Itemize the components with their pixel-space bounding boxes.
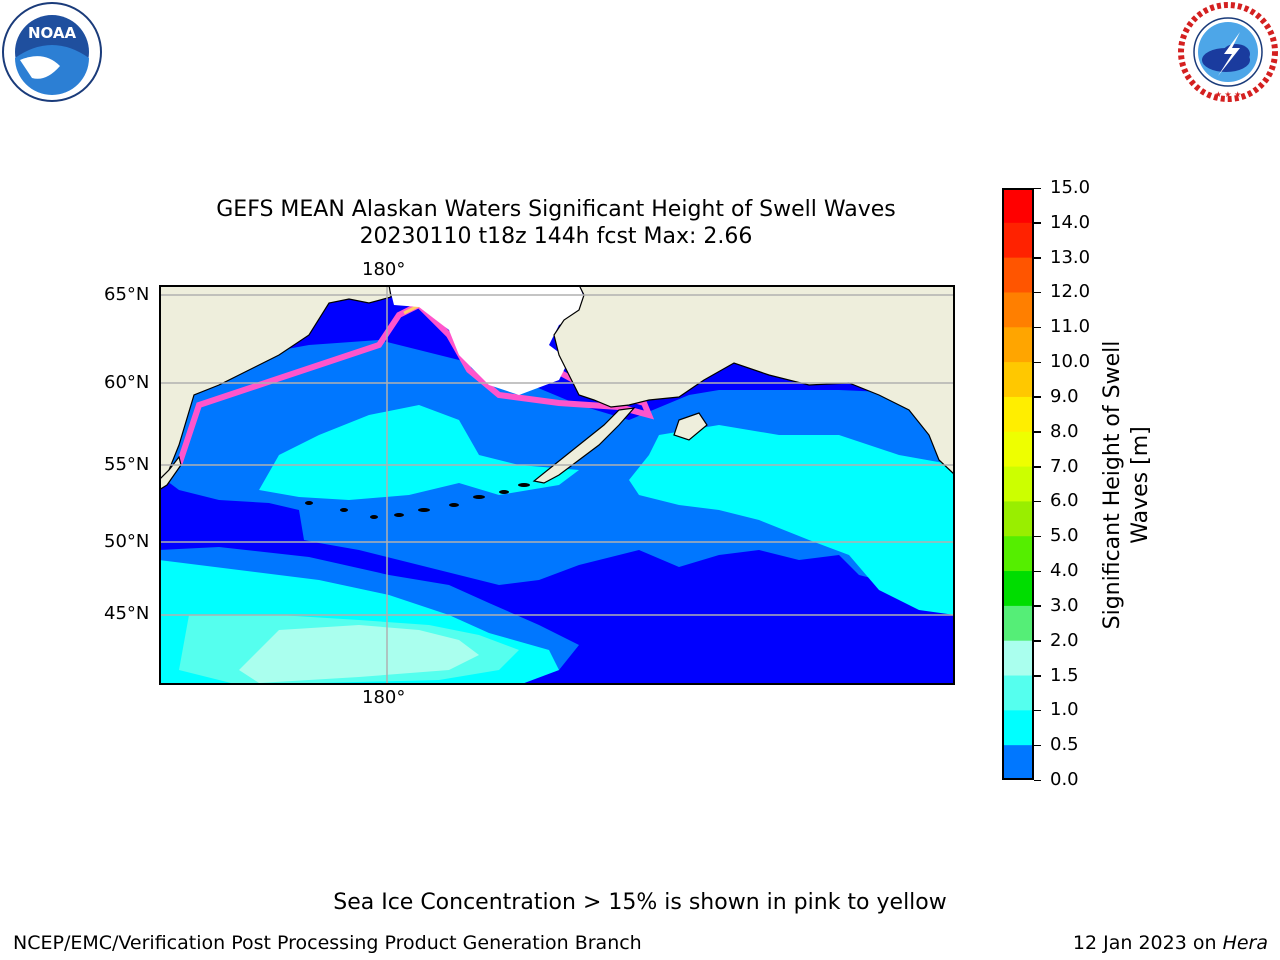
colorbar-swatch bbox=[1003, 640, 1033, 677]
colorbar-swatch bbox=[1003, 466, 1033, 502]
colorbar-tick-mark bbox=[1034, 779, 1041, 781]
colorbar-tick-mark bbox=[1034, 675, 1041, 677]
sea-ice-area bbox=[389, 285, 589, 395]
footer-left: NCEP/EMC/Verification Post Processing Pr… bbox=[13, 932, 642, 954]
lat-label-45: 45°N bbox=[104, 603, 150, 624]
colorbar-tick-label: 6.0 bbox=[1050, 490, 1079, 512]
colorbar-swatch bbox=[1003, 257, 1033, 293]
colorbar-tick-label: 14.0 bbox=[1050, 211, 1091, 233]
colorbar-tick-mark bbox=[1034, 187, 1041, 189]
colorbar-tick-label: 9.0 bbox=[1050, 385, 1079, 407]
colorbar-tick-mark bbox=[1034, 640, 1041, 642]
colorbar-tick-label: 5.0 bbox=[1050, 525, 1079, 547]
colorbar-tick-label: 10.0 bbox=[1050, 351, 1091, 373]
chart-subtitle: 20230110 t18z 144h fcst Max: 2.66 bbox=[359, 224, 753, 249]
colorbar-tick-mark bbox=[1034, 570, 1041, 573]
sea-ice-note: Sea Ice Concentration > 15% is shown in … bbox=[333, 890, 947, 915]
colorbar-swatch bbox=[1003, 431, 1033, 468]
colorbar-tick-mark bbox=[1034, 466, 1041, 468]
lat-label-65: 65°N bbox=[104, 284, 150, 305]
colorbar-swatches bbox=[1002, 188, 1034, 781]
colorbar-swatch bbox=[1003, 188, 1033, 224]
colorbar-tick-mark bbox=[1034, 222, 1041, 224]
colorbar-tick-mark bbox=[1034, 257, 1041, 259]
colorbar-tick-mark bbox=[1034, 431, 1041, 433]
colorbar-tick-mark bbox=[1034, 396, 1041, 398]
swell-height-map bbox=[159, 285, 955, 685]
colorbar-frame bbox=[1002, 188, 1034, 780]
colorbar-tick-mark bbox=[1034, 291, 1041, 294]
colorbar-tick-label: 13.0 bbox=[1050, 246, 1091, 268]
colorbar-tick-mark bbox=[1034, 744, 1041, 747]
colorbar-swatch bbox=[1003, 605, 1033, 642]
colorbar-swatch bbox=[1003, 362, 1033, 398]
colorbar-tick-label: 3.0 bbox=[1050, 594, 1079, 616]
colorbar bbox=[1002, 188, 1034, 781]
graticule bbox=[159, 285, 955, 685]
map-frame bbox=[159, 285, 955, 685]
colorbar-swatch bbox=[1003, 501, 1033, 537]
colorbar-tick-label: 11.0 bbox=[1050, 316, 1091, 338]
colorbar-label-text: Significant Height of Swell Waves [m] bbox=[1100, 340, 1153, 630]
colorbar-tick-mark bbox=[1034, 326, 1041, 329]
map-panel bbox=[159, 285, 955, 685]
colorbar-label: Significant Height of Swell Waves [m] bbox=[1099, 325, 1155, 645]
land-siberia bbox=[159, 285, 392, 481]
lat-label-55: 55°N bbox=[104, 454, 150, 475]
noaa-logo-icon: NOAA bbox=[2, 2, 102, 102]
lon-label-top: 180° bbox=[362, 259, 406, 280]
colorbar-swatch bbox=[1003, 710, 1033, 746]
land-kodiak bbox=[673, 412, 708, 441]
footer-right: 12 Jan 2023 on Hera bbox=[1073, 932, 1268, 954]
colorbar-ticks: 15.0 14.0 13.0 12.0 11.0 10.0 9.0 8.0 7.0 6.0 5.0 4… bbox=[1034, 177, 1096, 790]
nws-logo-icon: ★ ★ ★ bbox=[1178, 2, 1278, 102]
ocean-band-1.0-1.5-north bbox=[259, 405, 579, 500]
chart-title: GEFS MEAN Alaskan Waters Significant Hei… bbox=[216, 197, 896, 222]
colorbar-tick-mark bbox=[1034, 535, 1041, 538]
colorbar-tick-label: 12.0 bbox=[1050, 281, 1091, 303]
colorbar-tick-mark bbox=[1034, 709, 1041, 712]
colorbar-tick-mark bbox=[1034, 361, 1041, 364]
colorbar-swatch bbox=[1003, 222, 1033, 259]
footer-date: 12 Jan 2023 on bbox=[1072, 932, 1223, 954]
colorbar-swatch bbox=[1003, 396, 1033, 433]
nws-logo: ★ ★ ★ bbox=[1178, 2, 1278, 102]
colorbar-tick-label: 8.0 bbox=[1050, 420, 1079, 442]
ocean-band-2.0-3.0 bbox=[239, 625, 479, 683]
colorbar-tick-label: 0.5 bbox=[1050, 734, 1079, 756]
colorbar-tick-label: 2.0 bbox=[1050, 629, 1079, 651]
colorbar-swatch bbox=[1003, 292, 1033, 328]
colorbar-swatch bbox=[1003, 327, 1033, 363]
colorbar-swatch bbox=[1003, 675, 1033, 711]
colorbar-swatch bbox=[1003, 536, 1033, 572]
footer-host: Hera bbox=[1222, 932, 1268, 954]
colorbar-tick-mark bbox=[1034, 605, 1041, 607]
aleutian-islands bbox=[305, 483, 530, 519]
colorbar-swatch bbox=[1003, 745, 1033, 781]
noaa-logo-text: NOAA bbox=[28, 24, 77, 42]
colorbar-swatch bbox=[1003, 571, 1033, 607]
colorbar-tick-label: 0.0 bbox=[1050, 769, 1079, 790]
colorbar-tick-label: 1.0 bbox=[1050, 699, 1079, 721]
noaa-logo: NOAA bbox=[2, 2, 102, 102]
colorbar-tick-label: 7.0 bbox=[1050, 455, 1079, 477]
colorbar-tick-label: 15.0 bbox=[1050, 177, 1091, 198]
svg-text:★ ★ ★: ★ ★ ★ bbox=[1215, 90, 1242, 99]
colorbar-tick-mark bbox=[1034, 500, 1041, 503]
lat-label-50: 50°N bbox=[104, 531, 150, 552]
lat-label-60: 60°N bbox=[104, 372, 150, 393]
lon-label-bottom: 180° bbox=[362, 687, 406, 708]
colorbar-tick-label: 4.0 bbox=[1050, 560, 1079, 582]
colorbar-tick-label: 1.5 bbox=[1050, 664, 1079, 686]
land-alaska bbox=[553, 285, 955, 476]
ocean-band-1.0-1.5-east bbox=[629, 425, 955, 615]
